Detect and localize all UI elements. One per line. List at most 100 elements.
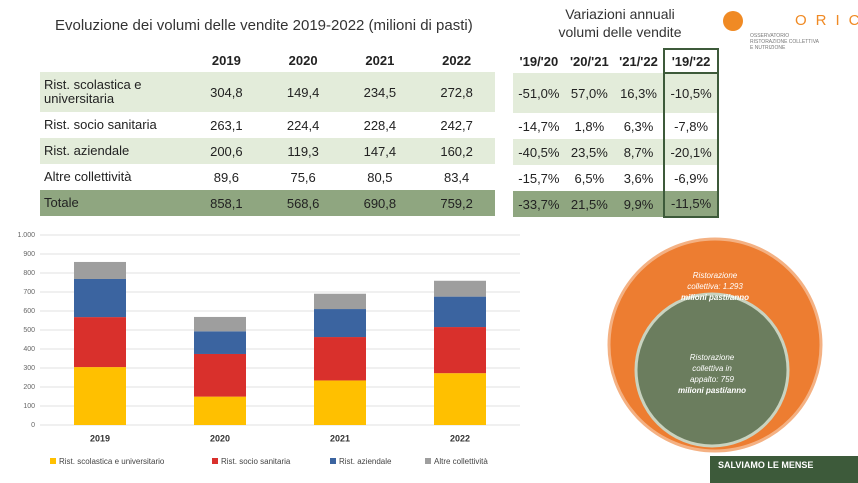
header-cell: 2019	[211, 52, 241, 68]
bar-segment	[434, 296, 486, 328]
cell: 568,6	[286, 195, 320, 211]
bar-segment	[74, 317, 126, 368]
cell: -51,0%	[518, 85, 560, 101]
header-cell: 2020	[288, 52, 318, 68]
cell: 759,2	[440, 195, 473, 211]
inner-label: milioni pasti/anno	[678, 386, 746, 395]
header-cell: '19/'22	[663, 48, 719, 74]
cell: Rist. aziendale	[44, 143, 130, 158]
inner-label: appalto: 759	[690, 375, 735, 384]
legend-label: Altre collettività	[434, 457, 488, 466]
bar-segment	[434, 280, 486, 297]
cell: 147,4	[363, 143, 397, 159]
outer-label: Ristorazione	[693, 271, 738, 280]
cell: -11,5%	[663, 191, 719, 218]
cell: 16,3%	[620, 85, 657, 101]
changes-title-line: Variazioni annuali	[565, 6, 675, 22]
cell: 224,4	[286, 117, 320, 133]
cell: 149,4	[286, 84, 320, 100]
cell: 228,4	[363, 117, 397, 133]
x-tick-label: 2022	[450, 433, 470, 443]
logo: ORICON	[795, 12, 858, 29]
bar-segment	[434, 373, 486, 425]
y-tick-label: 700	[23, 289, 35, 296]
row: -33,7% 21,5% 9,9% -11,5%	[513, 191, 719, 218]
logo-line: E NUTRIZIONE	[750, 45, 786, 51]
cell: 9,9%	[623, 196, 654, 212]
y-tick-label: 900	[23, 251, 35, 258]
cell: 21,5%	[570, 196, 608, 212]
bar-segment	[74, 367, 126, 425]
cell: 160,2	[440, 143, 473, 159]
logo-line: OSSERVATORIO	[750, 33, 790, 39]
cell: 75,6	[290, 169, 316, 185]
cell: -20,1%	[663, 139, 719, 165]
bar-segment	[314, 380, 366, 425]
y-tick-label: 0	[31, 422, 35, 429]
legend-swatch	[50, 458, 56, 464]
legend-label: Rist. aziendale	[339, 457, 392, 466]
cell: 80,5	[367, 169, 393, 185]
bar-segment	[194, 331, 246, 354]
inner-label: collettiva in	[692, 364, 732, 373]
header-cell: 2022	[442, 52, 472, 68]
cell: 6,3%	[623, 118, 654, 134]
cell: -10,5%	[663, 73, 719, 113]
cell: -15,7%	[518, 170, 560, 186]
outer-label: milioni pasti/anno	[681, 293, 749, 302]
cell: 6,5%	[574, 170, 605, 186]
logo-subtitle: OSSERVATORIO RISTORAZIONE COLLETTIVA E NUT…	[750, 33, 819, 51]
cell: 1,8%	[574, 118, 605, 134]
cell: 242,7	[440, 117, 473, 133]
y-tick-label: 200	[23, 384, 35, 391]
cell: Rist. scolastica e universitaria	[44, 77, 142, 106]
cell: -40,5%	[518, 144, 560, 160]
cell: 83,4	[443, 169, 470, 185]
y-tick-label: 1.000	[17, 232, 35, 239]
bar-segment	[194, 396, 246, 425]
footer: SALVIAMO LE MENSE	[710, 456, 858, 483]
bar-segment	[194, 316, 246, 332]
logo-mark	[723, 11, 743, 31]
header-cell: '21/'22	[619, 53, 658, 69]
legend-label: Rist. socio sanitaria	[221, 457, 291, 466]
changes-table: '19/'20 '20/'21 '21/'22 '19/'22 -51,0% 57,0% 1…	[513, 48, 719, 218]
cell: 200,6	[210, 143, 243, 159]
cell: 234,5	[363, 84, 397, 100]
cell: 119,3	[287, 143, 319, 159]
cell: 263,1	[210, 117, 243, 133]
cell: 272,8	[440, 84, 473, 100]
cell: 57,0%	[570, 85, 608, 101]
row: -14,7% 1,8% 6,3% -7,8%	[513, 113, 719, 139]
y-tick-label: 300	[23, 365, 35, 372]
inner-label: Ristorazione	[690, 353, 735, 362]
legend-swatch	[425, 458, 431, 464]
outer-label: collettiva: 1.293	[687, 282, 743, 291]
y-tick-label: 400	[23, 346, 35, 353]
cell: 8,7%	[623, 144, 654, 160]
cell: -14,7%	[518, 118, 560, 134]
bar-segment	[74, 261, 126, 279]
cell: 23,5%	[570, 144, 608, 160]
cell: 304,8	[210, 84, 243, 100]
bar-segment	[314, 293, 366, 310]
legend-swatch	[212, 458, 218, 464]
cell: Altre collettività	[44, 169, 132, 184]
changes-title: Variazioni annuali volumi delle vendite	[520, 5, 720, 41]
logo-line: RISTORAZIONE COLLETTIVA	[750, 39, 819, 45]
title: Evoluzione dei volumi delle vendite 2019…	[55, 17, 473, 34]
x-tick-label: 2021	[330, 433, 350, 443]
bar-segment	[314, 337, 366, 381]
bar-segment	[314, 309, 366, 338]
header-cell: 2021	[365, 52, 395, 68]
y-tick-label: 500	[23, 327, 35, 334]
row: Rist. aziendale 200,6 119,3 147,4 160,2	[40, 138, 495, 164]
cell: 3,6%	[623, 170, 654, 186]
corner	[40, 48, 188, 72]
cell: 690,8	[363, 195, 397, 211]
sales-table: 2019 2020 2021 2022 Rist. scolastica e unive…	[40, 48, 495, 216]
row: -40,5% 23,5% 8,7% -20,1%	[513, 139, 719, 165]
legend-label: Rist. scolastica e universitario	[59, 457, 165, 466]
